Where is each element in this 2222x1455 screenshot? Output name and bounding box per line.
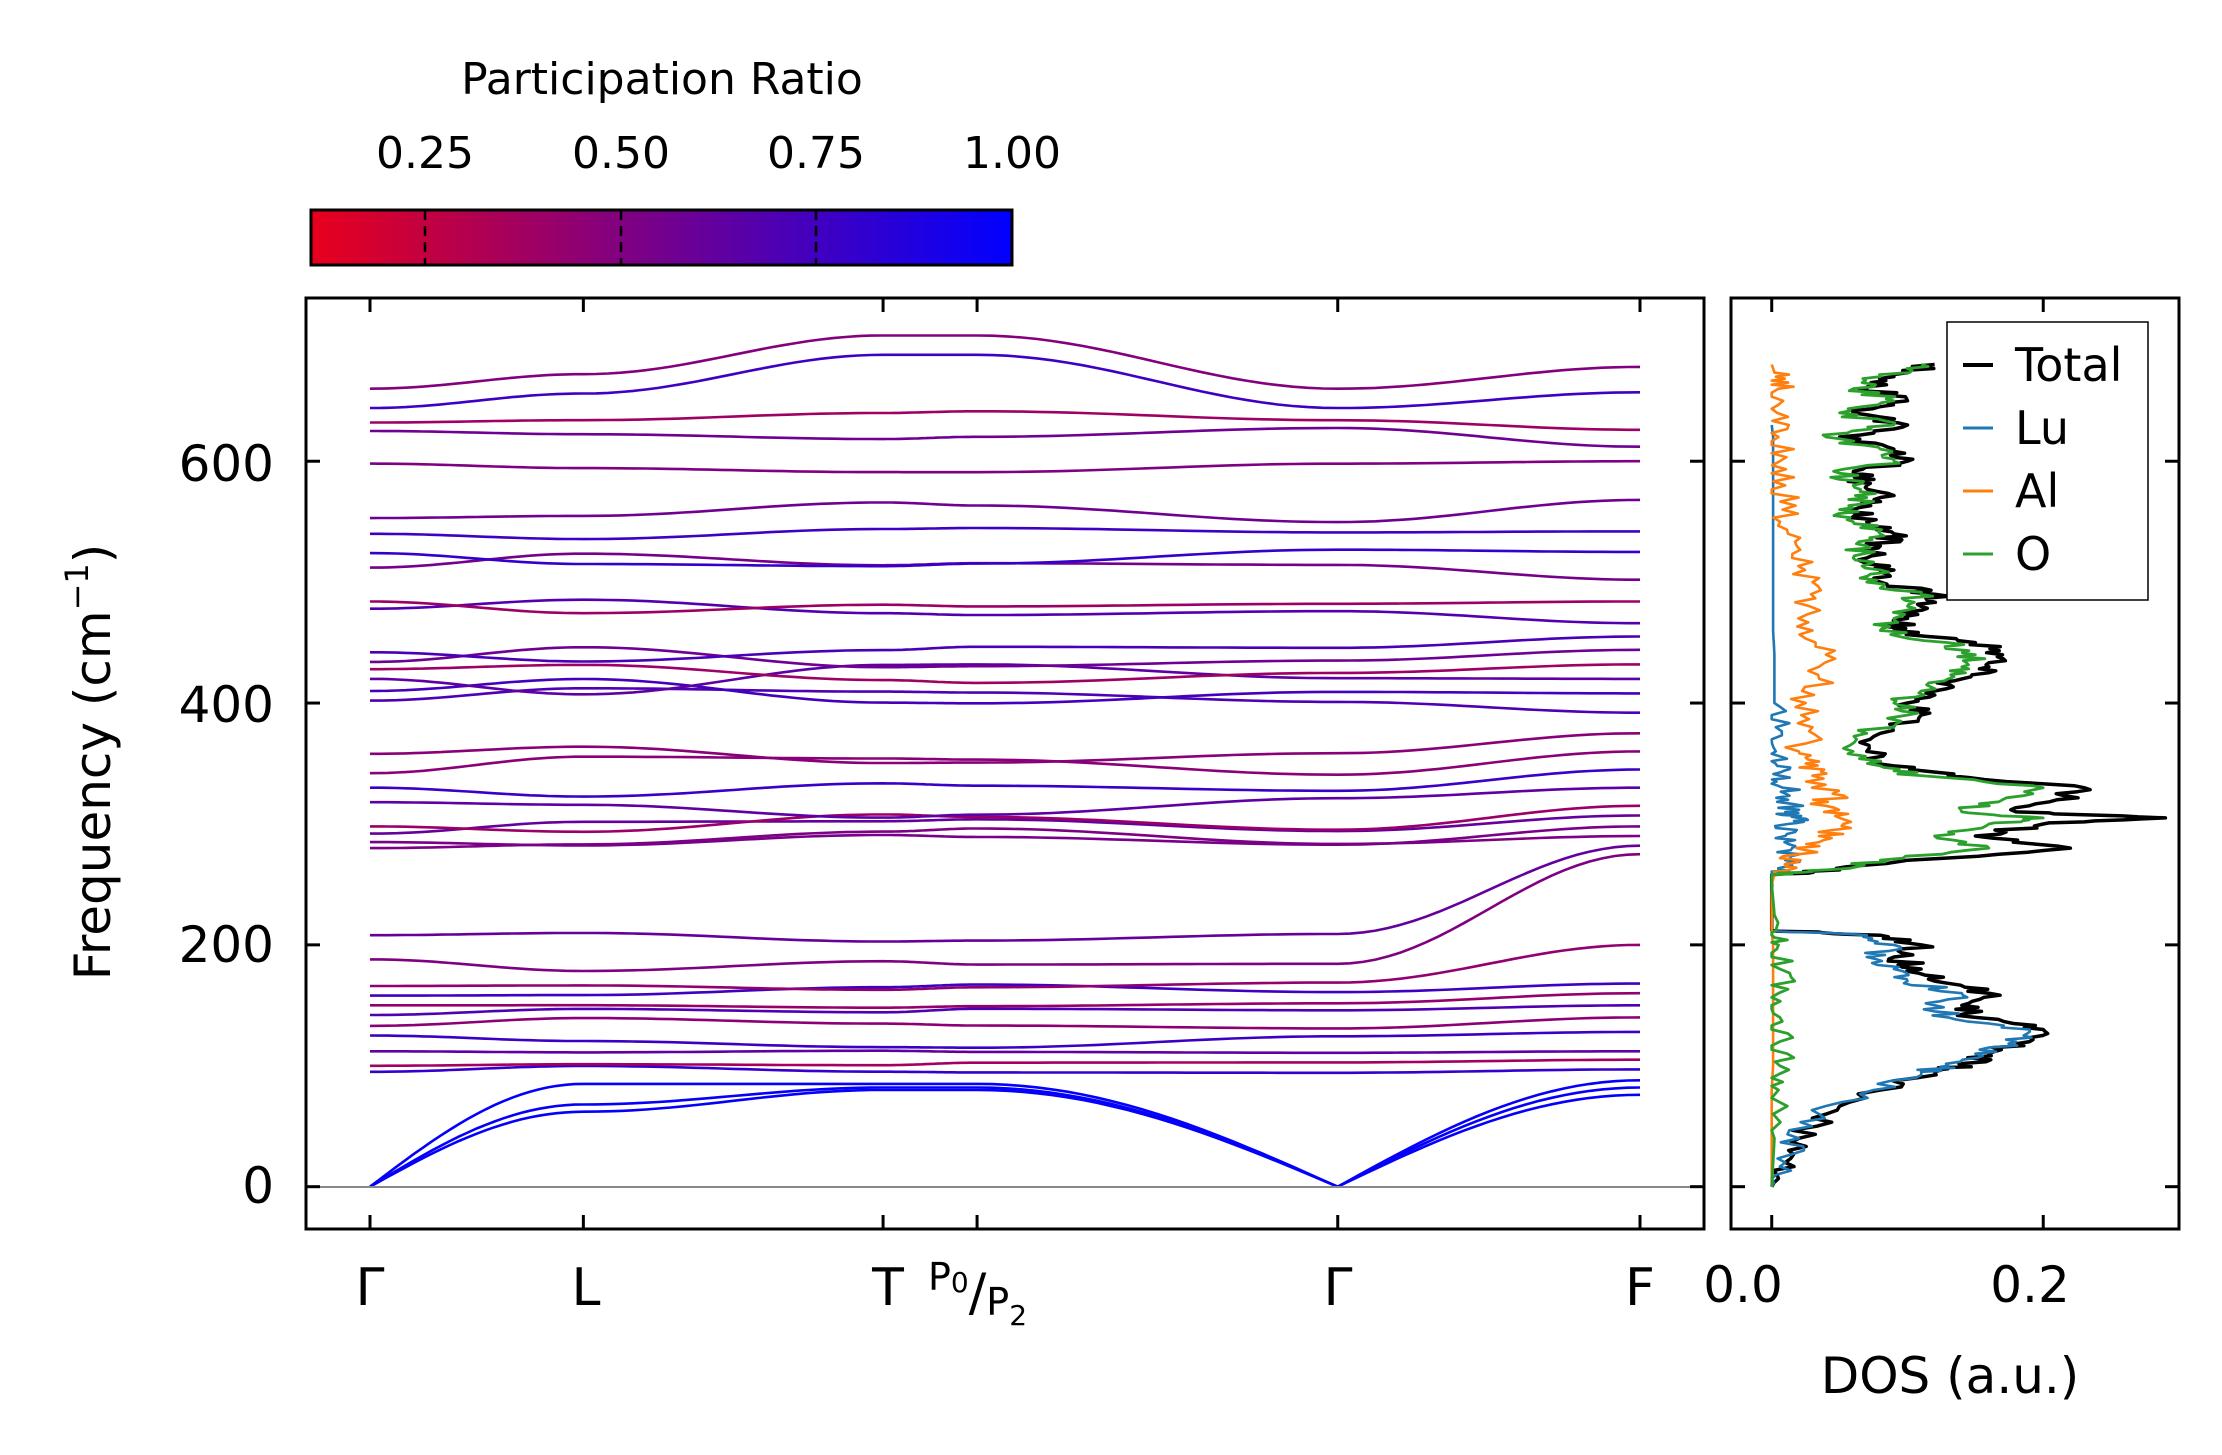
optical-branch xyxy=(370,663,1640,696)
legend-label-o: O xyxy=(2015,527,2051,581)
optical-branch xyxy=(370,600,1640,615)
band-axis-ticks xyxy=(306,298,1704,1229)
optical-branch xyxy=(369,459,1640,474)
acoustic-branch xyxy=(369,1079,1641,1189)
optical-branch xyxy=(370,991,1641,1009)
optical-branch xyxy=(369,750,1641,777)
dos-lines xyxy=(1769,362,2168,1188)
colorbar-tick-label: 0.25 xyxy=(376,128,474,179)
y-tick-label: 400 xyxy=(179,676,274,734)
k-label-T: T xyxy=(871,1258,904,1318)
optical-branch xyxy=(370,1058,1640,1068)
colorbar-tick-label: 1.00 xyxy=(963,128,1061,179)
colorbar-tick-labels: 0.25 0.50 0.75 1.00 xyxy=(376,128,1061,179)
band-lines xyxy=(369,334,1641,1189)
colorbar xyxy=(309,208,1014,267)
acoustic-branch xyxy=(369,1088,1641,1189)
colorbar-tick-label: 0.75 xyxy=(767,128,865,179)
optical-branch xyxy=(369,1016,1641,1030)
optical-branch xyxy=(370,1004,1640,1017)
dos-axis-ticks xyxy=(1731,298,2179,1229)
y-tick-labels: 0 200 400 600 xyxy=(179,435,274,1215)
optical-branch xyxy=(370,687,1640,714)
acoustic-branch xyxy=(369,1086,1641,1189)
k-label-F: F xyxy=(1625,1258,1655,1318)
optical-branch xyxy=(370,598,1640,625)
optical-branch xyxy=(370,426,1641,448)
optical-branch xyxy=(370,943,1641,992)
dos-series-o xyxy=(1770,363,2045,1187)
legend-label-lu: Lu xyxy=(2015,401,2069,455)
optical-branch xyxy=(370,768,1641,798)
optical-branch xyxy=(370,825,1641,847)
optical-branch xyxy=(370,635,1641,663)
optical-branch xyxy=(370,786,1640,819)
optical-branch xyxy=(370,353,1641,410)
dos-x-tick-label: 0.2 xyxy=(1990,1256,2070,1314)
optical-branch xyxy=(369,677,1640,705)
optical-branch xyxy=(370,852,1641,973)
optical-branch xyxy=(370,663,1640,685)
y-tick-label: 0 xyxy=(242,1157,274,1215)
k-label-P0-P2: P0/P2 xyxy=(928,1255,1027,1332)
k-path-labels: Γ L T P0/P2 Γ F xyxy=(356,1255,1655,1332)
legend-label-total: Total xyxy=(2014,338,2122,392)
optical-branch xyxy=(369,334,1641,391)
k-label-gamma: Γ xyxy=(1324,1258,1353,1318)
optical-branch xyxy=(370,1064,1640,1075)
legend-label-al: Al xyxy=(2015,464,2059,518)
colorbar-ticks xyxy=(423,210,818,265)
colorbar-tick-label: 0.50 xyxy=(572,128,670,179)
optical-branch xyxy=(370,526,1640,541)
k-label-L: L xyxy=(572,1258,601,1318)
optical-branch xyxy=(370,646,1641,669)
y-tick-label: 600 xyxy=(179,435,274,493)
optical-branch xyxy=(369,1030,1640,1049)
optical-branch xyxy=(369,498,1641,524)
dos-axes xyxy=(1729,296,2181,1231)
dos-x-axis-label: DOS (a.u.) xyxy=(1821,1347,2080,1405)
optical-branch xyxy=(370,552,1640,581)
optical-branch xyxy=(370,1049,1640,1055)
optical-branch xyxy=(370,410,1640,432)
colorbar-title: Participation Ratio xyxy=(461,54,863,105)
y-axis-label: Frequency (cm−1) xyxy=(58,544,122,981)
dos-legend: Total Lu Al O xyxy=(1946,321,2149,601)
optical-branch xyxy=(370,732,1641,765)
k-label-gamma: Γ xyxy=(356,1258,385,1318)
optical-branch xyxy=(370,982,1640,997)
optical-branch xyxy=(370,814,1641,835)
optical-branch xyxy=(370,844,1641,943)
y-tick-label: 200 xyxy=(179,916,274,974)
dos-series-lu xyxy=(1770,424,2033,1188)
optical-branch xyxy=(369,548,1640,568)
band-structure-axes xyxy=(304,296,1706,1231)
dos-x-tick-label: 0.0 xyxy=(1703,1256,1783,1314)
